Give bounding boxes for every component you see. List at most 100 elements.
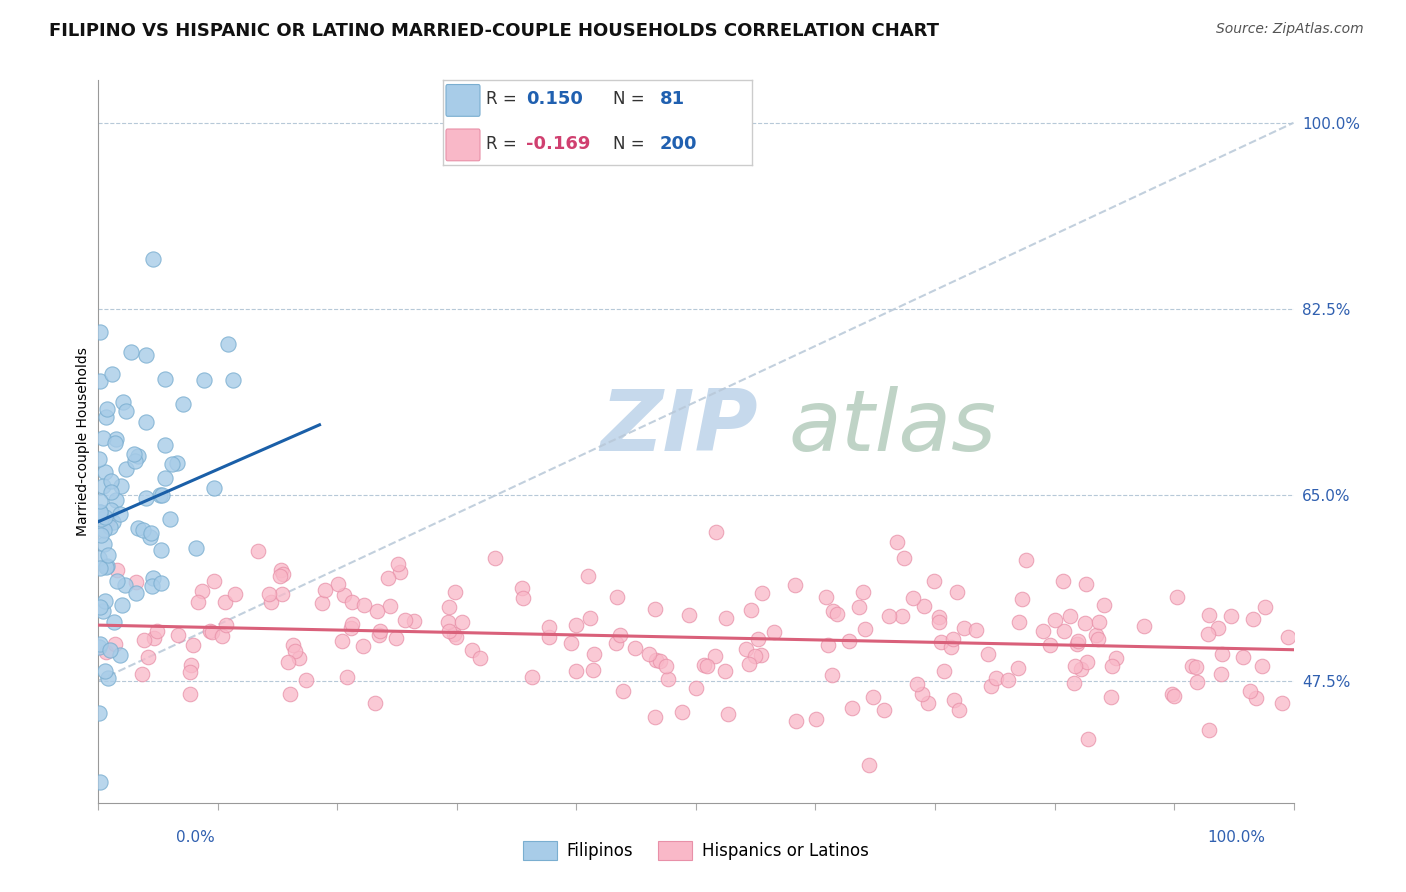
Point: [221, 373, 243, 387]
Point: [135, 491, 157, 506]
Point: [922, 574, 945, 588]
Point: [747, 632, 769, 646]
Point: [1166, 591, 1188, 605]
Point: [806, 712, 828, 726]
Point: [394, 613, 416, 627]
Point: [131, 667, 153, 681]
Point: [136, 650, 159, 665]
Point: [693, 658, 716, 673]
Point: [977, 648, 1000, 662]
Point: [1070, 662, 1092, 676]
Point: [512, 591, 534, 606]
Legend: Filipinos, Hispanics or Latinos: Filipinos, Hispanics or Latinos: [517, 834, 875, 867]
Point: [946, 585, 969, 599]
Point: [1059, 609, 1081, 624]
Point: [841, 701, 863, 715]
Point: [340, 617, 363, 632]
Point: [1053, 624, 1076, 638]
Point: [838, 634, 860, 648]
Point: [366, 604, 388, 618]
Point: [97, 548, 120, 562]
Point: [853, 623, 876, 637]
Text: FILIPINO VS HISPANIC OR LATINO MARRIED-COUPLE HOUSEHOLDS CORRELATION CHART: FILIPINO VS HISPANIC OR LATINO MARRIED-C…: [49, 22, 939, 40]
Point: [1185, 660, 1208, 674]
Point: [1197, 627, 1219, 641]
Point: [314, 582, 336, 597]
Point: [953, 621, 976, 635]
Point: [1244, 690, 1267, 705]
Point: [91, 431, 114, 445]
Point: [98, 643, 121, 657]
Point: [823, 604, 845, 618]
Point: [685, 681, 707, 696]
Point: [269, 569, 291, 583]
Point: [311, 596, 333, 610]
Point: [612, 684, 634, 698]
Point: [89, 493, 111, 508]
Point: [389, 566, 412, 580]
Point: [224, 586, 246, 600]
Point: [89, 325, 111, 339]
Point: [436, 615, 458, 630]
Point: [1105, 651, 1128, 665]
Point: [704, 648, 727, 663]
Point: [744, 649, 766, 664]
Point: [538, 620, 561, 634]
Point: [605, 636, 627, 650]
Point: [270, 563, 292, 577]
Point: [1161, 687, 1184, 701]
Text: R =: R =: [486, 135, 522, 153]
Point: [402, 614, 425, 628]
Point: [180, 657, 202, 672]
Point: [100, 485, 122, 500]
Point: [87, 551, 110, 566]
Point: [153, 438, 176, 452]
Point: [785, 578, 807, 592]
Point: [271, 587, 294, 601]
Point: [96, 409, 118, 424]
Point: [1067, 634, 1090, 648]
Point: [202, 481, 225, 495]
Point: [143, 632, 166, 646]
Point: [1085, 628, 1108, 642]
Point: [150, 575, 173, 590]
Point: [378, 599, 401, 614]
Point: [385, 631, 408, 645]
Point: [886, 535, 908, 549]
Point: [704, 525, 727, 540]
Point: [1206, 621, 1229, 635]
Point: [100, 503, 122, 517]
Point: [155, 471, 177, 485]
Point: [191, 583, 214, 598]
Text: atlas: atlas: [787, 385, 995, 468]
Point: [928, 610, 950, 624]
Point: [257, 587, 280, 601]
Point: [94, 593, 117, 607]
Point: [1198, 608, 1220, 623]
Point: [1015, 552, 1038, 566]
Point: [1011, 591, 1033, 606]
Point: [89, 637, 111, 651]
Point: [437, 599, 460, 614]
Point: [763, 625, 786, 640]
Point: [583, 647, 606, 661]
Point: [825, 607, 848, 622]
Point: [149, 488, 172, 502]
Point: [135, 348, 157, 362]
Point: [901, 591, 924, 605]
Text: 0.0%: 0.0%: [176, 830, 215, 845]
Point: [142, 571, 165, 585]
Point: [89, 599, 111, 614]
Point: [538, 630, 561, 644]
Point: [125, 574, 148, 589]
Point: [94, 465, 117, 479]
Point: [1088, 615, 1111, 630]
Point: [87, 640, 110, 654]
Point: [735, 641, 758, 656]
Point: [717, 706, 740, 721]
Point: [96, 515, 118, 529]
Point: [1087, 632, 1109, 647]
Point: [893, 550, 915, 565]
Point: [89, 505, 111, 519]
Point: [1064, 659, 1087, 673]
